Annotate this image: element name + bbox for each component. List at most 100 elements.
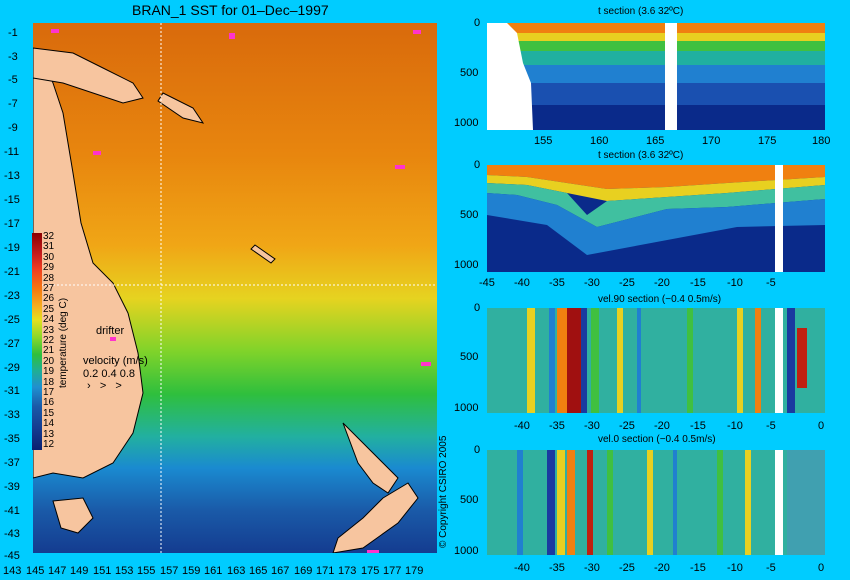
lon-tick: 157: [160, 565, 179, 577]
lat-tick: -41: [4, 505, 20, 517]
x-tick: -25: [619, 562, 635, 574]
x-tick: -5: [766, 562, 776, 574]
x-tick: -20: [654, 420, 670, 432]
y-tick: 0: [474, 159, 481, 171]
x-tick: -40: [514, 562, 530, 574]
colorbar-tick: 31: [43, 241, 55, 252]
map-title: BRAN_1 SST for 01–Dec–1997: [132, 2, 329, 18]
lon-tick: 155: [137, 565, 156, 577]
lat-tick: -45: [4, 550, 20, 562]
section-4-plot[interactable]: [487, 450, 825, 555]
colorbar-tick: 13: [43, 429, 55, 440]
velocity-label: velocity (m/s): [83, 355, 148, 367]
lon-tick: 167: [271, 565, 290, 577]
lat-tick: -9: [8, 122, 18, 134]
section-title: vel.0 section (−0.4 0.5m/s): [598, 434, 716, 445]
colorbar-tick: 22: [43, 335, 55, 346]
x-tick: -15: [690, 562, 706, 574]
x-tick: -35: [549, 420, 565, 432]
colorbar-tick: 25: [43, 304, 55, 315]
lat-tick: -23: [4, 290, 20, 302]
x-tick: -40: [514, 277, 530, 289]
lat-tick: -39: [4, 481, 20, 493]
velocity-arrows: › > >: [87, 380, 122, 392]
colorbar-tick: 21: [43, 345, 55, 356]
x-tick: -40: [514, 420, 530, 432]
lat-tick: -21: [4, 266, 20, 278]
x-tick: -10: [727, 277, 743, 289]
lat-tick: -15: [4, 194, 20, 206]
lat-tick: -35: [4, 433, 20, 445]
australia-landmass: [33, 62, 144, 479]
section-1-plot[interactable]: [487, 23, 825, 130]
lon-tick: 173: [338, 565, 357, 577]
lon-tick: 151: [93, 565, 112, 577]
section-3-plot[interactable]: [487, 308, 825, 413]
x-tick: -15: [690, 420, 706, 432]
lat-tick: -1: [8, 27, 18, 39]
lat-tick: -3: [8, 51, 18, 63]
colorbar-tick: 20: [43, 356, 55, 367]
y-tick: 500: [460, 351, 479, 363]
y-tick: 1000: [454, 402, 479, 414]
x-tick: -20: [654, 277, 670, 289]
x-tick: -30: [584, 420, 600, 432]
x-tick: -5: [766, 277, 776, 289]
drifter-legend-marker: [110, 337, 116, 341]
x-tick: -35: [549, 562, 565, 574]
x-tick: -25: [619, 420, 635, 432]
new-zealand-south: [332, 482, 419, 553]
section-2-plot[interactable]: [487, 165, 825, 272]
colorbar-tick: 26: [43, 293, 55, 304]
y-tick: 500: [460, 209, 479, 221]
x-tick: -5: [766, 420, 776, 432]
x-tick: -20: [654, 562, 670, 574]
x-tick: 155: [534, 135, 553, 147]
x-tick: -10: [727, 562, 743, 574]
lat-tick: -27: [4, 338, 20, 350]
section-title: t section (3.6 32ºC): [598, 6, 684, 17]
colorbar-tick: 28: [43, 273, 55, 284]
lat-tick: -37: [4, 457, 20, 469]
x-tick: 180: [812, 135, 831, 147]
lat-tick: -43: [4, 528, 20, 540]
lon-tick: 163: [227, 565, 246, 577]
colorbar-tick: 27: [43, 283, 55, 294]
lon-tick: 171: [316, 565, 335, 577]
lon-tick: 147: [48, 565, 67, 577]
colorbar-tick: 14: [43, 418, 55, 429]
new-caledonia: [250, 244, 276, 264]
colorbar-tick: 12: [43, 439, 55, 450]
x-tick: 0: [818, 420, 825, 432]
x-tick: -35: [549, 277, 565, 289]
copyright-text: © Copyright CSIRO 2005: [438, 435, 449, 548]
colorbar-tick: 29: [43, 262, 55, 273]
colorbar-tick: 30: [43, 252, 55, 263]
lon-tick: 153: [115, 565, 134, 577]
lon-tick: 165: [249, 565, 268, 577]
y-tick: 0: [474, 17, 481, 29]
colorbar-title: temperature (deg C): [58, 297, 69, 388]
sst-map[interactable]: [33, 23, 437, 553]
lon-tick: 179: [405, 565, 424, 577]
lon-tick: 177: [383, 565, 402, 577]
lat-tick: -17: [4, 218, 20, 230]
x-tick: -30: [584, 562, 600, 574]
lat-tick: -11: [4, 146, 20, 158]
x-tick: 165: [646, 135, 665, 147]
tasmania-landmass: [52, 497, 94, 534]
lat-tick: -19: [4, 242, 20, 254]
colorbar-tick: 19: [43, 366, 55, 377]
x-tick: -25: [619, 277, 635, 289]
x-tick: -30: [584, 277, 600, 289]
new-guinea-landmass: [33, 47, 144, 104]
lat-tick: -33: [4, 409, 20, 421]
lat-tick: -5: [8, 74, 18, 86]
lon-tick: 169: [294, 565, 313, 577]
lat-tick: -25: [4, 314, 20, 326]
colorbar-tick: 23: [43, 325, 55, 336]
x-tick: -45: [479, 277, 495, 289]
velocity-scale: 0.2 0.4 0.8: [83, 368, 135, 380]
lon-tick: 175: [361, 565, 380, 577]
lat-tick: -29: [4, 362, 20, 374]
